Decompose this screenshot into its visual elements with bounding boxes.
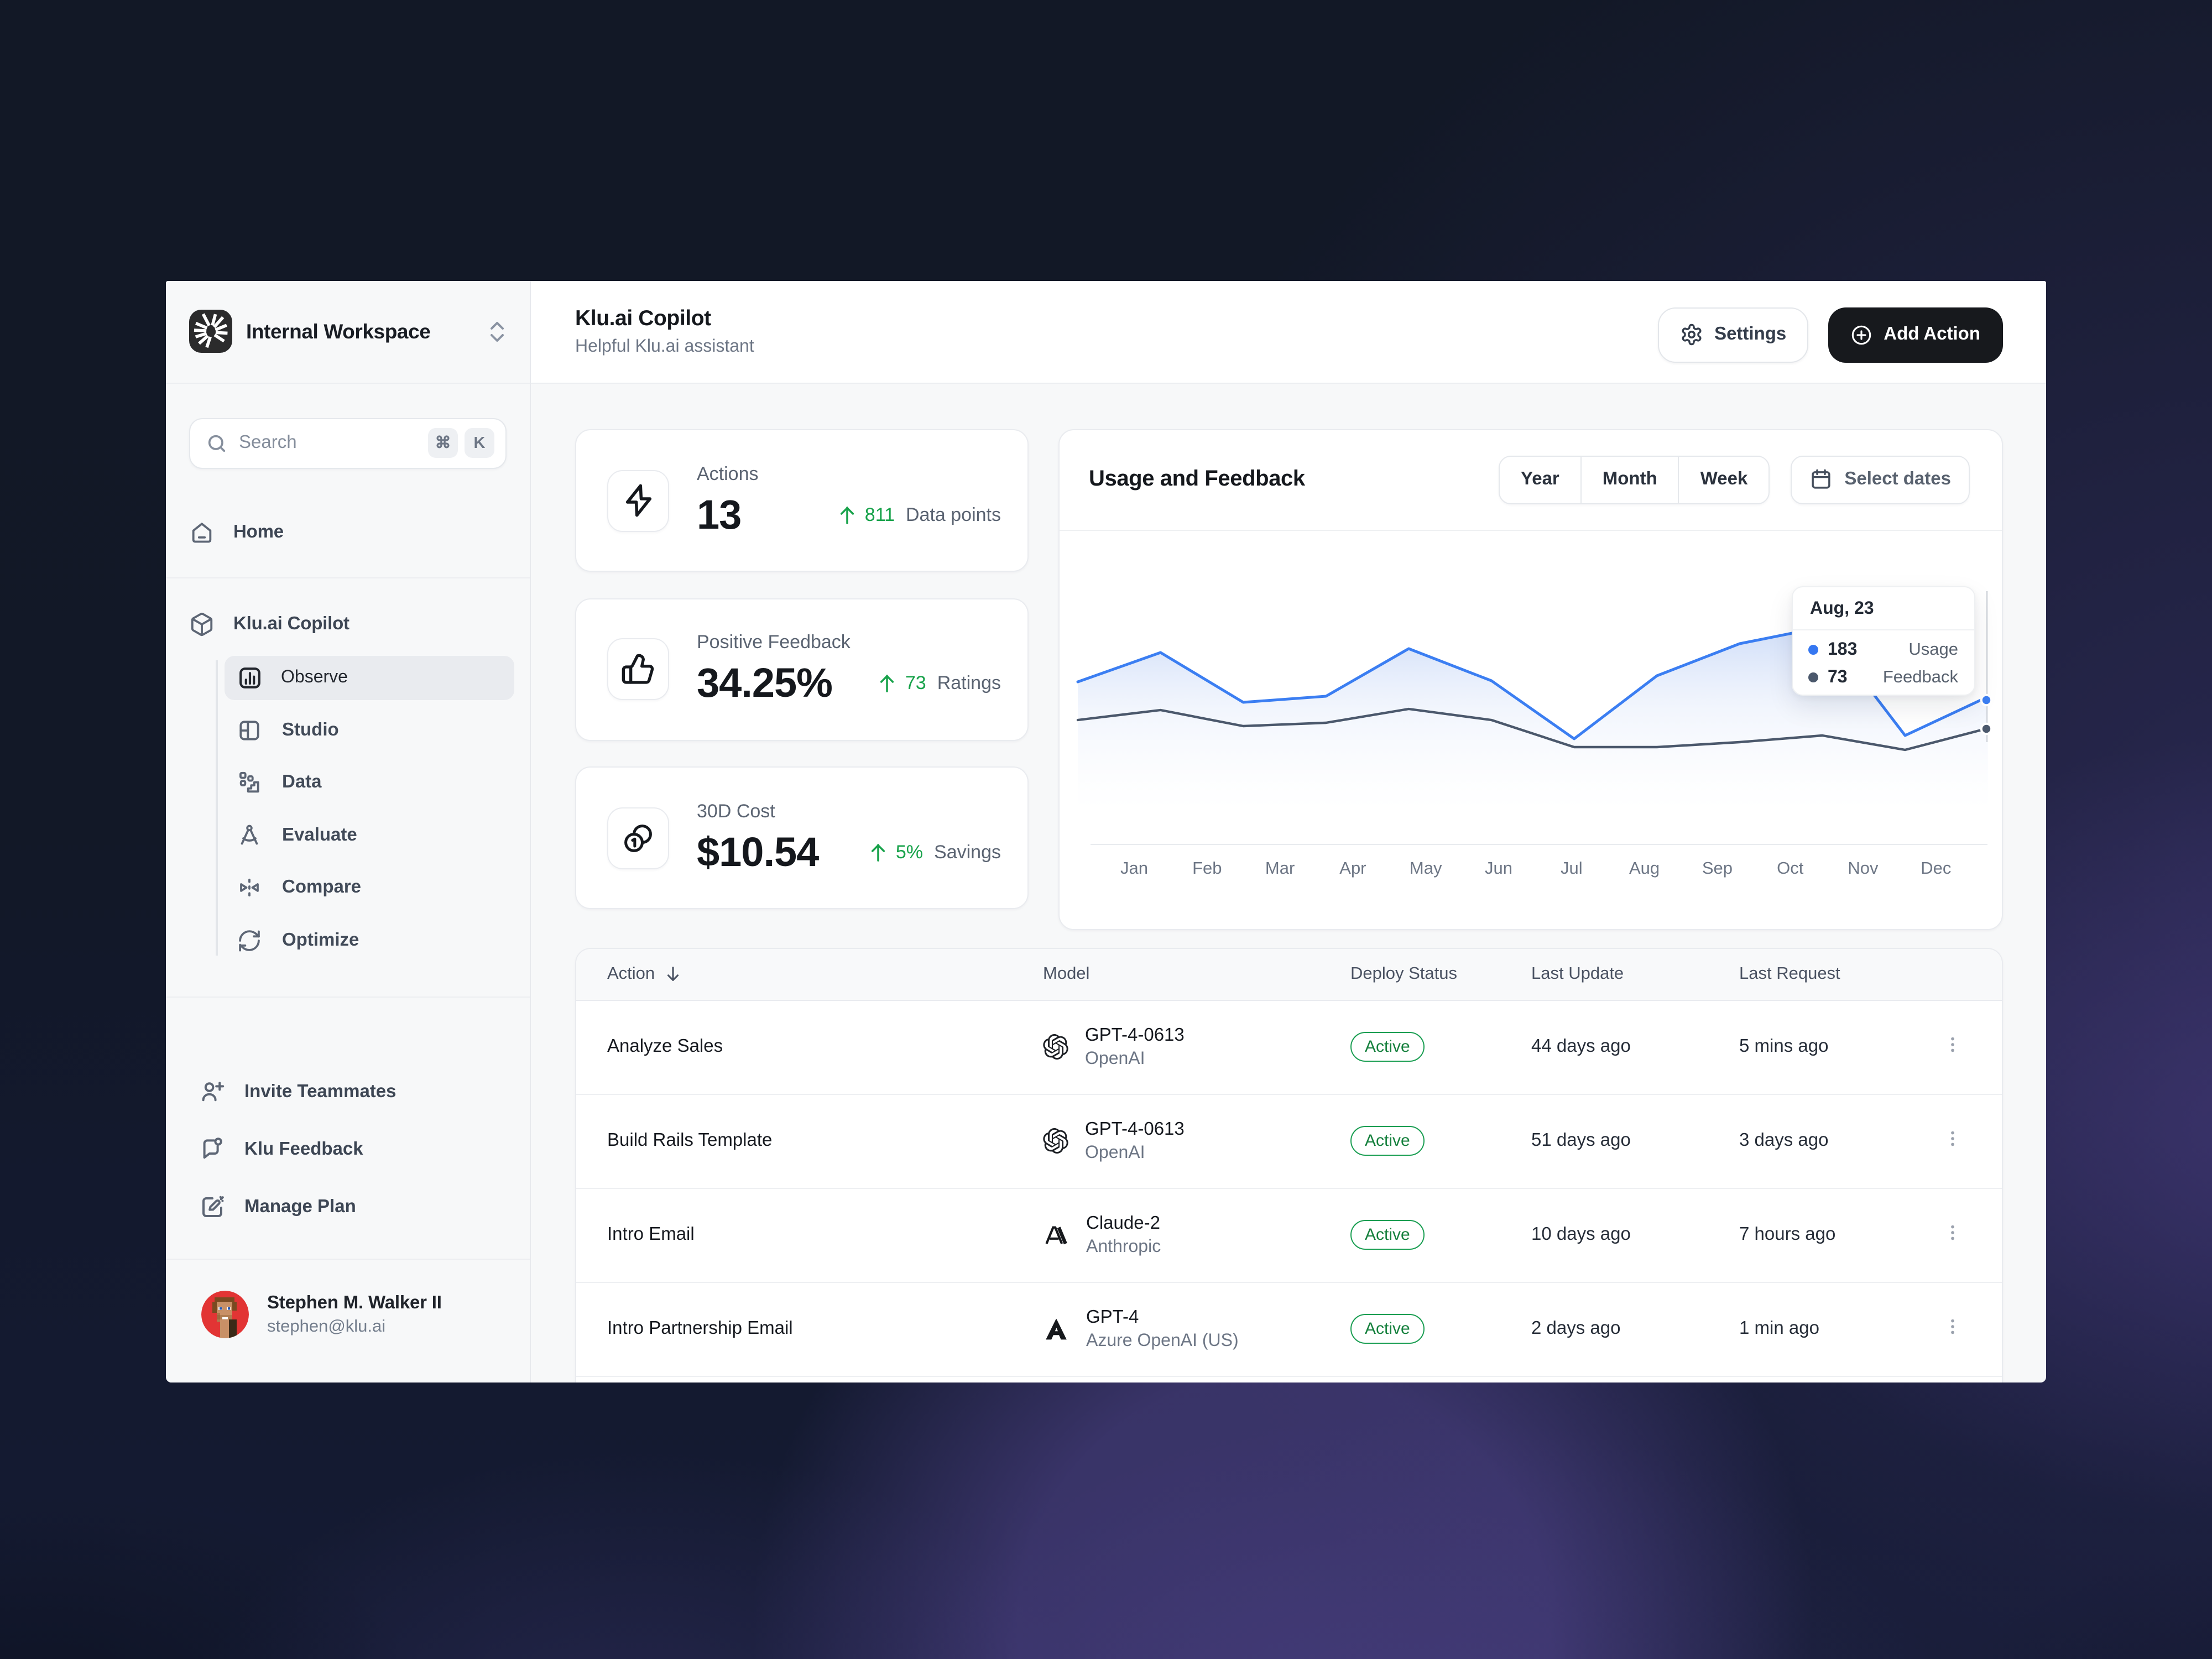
- svg-text:Nov: Nov: [1848, 858, 1879, 877]
- svg-text:Jun: Jun: [1485, 858, 1512, 877]
- svg-text:Sep: Sep: [1702, 858, 1733, 877]
- svg-text:Dec: Dec: [1921, 858, 1951, 877]
- svg-text:Jan: Jan: [1120, 858, 1148, 877]
- svg-text:Jul: Jul: [1561, 858, 1583, 877]
- svg-text:Mar: Mar: [1265, 858, 1295, 877]
- svg-text:Feb: Feb: [1192, 858, 1222, 877]
- svg-text:Apr: Apr: [1339, 858, 1366, 877]
- svg-text:Aug: Aug: [1629, 858, 1660, 877]
- svg-text:Oct: Oct: [1777, 858, 1804, 877]
- svg-text:May: May: [1410, 858, 1442, 877]
